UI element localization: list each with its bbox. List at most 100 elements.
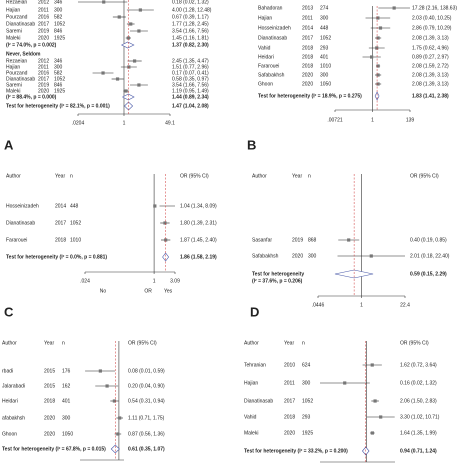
- study-year: 2012: [38, 0, 49, 5]
- study-n: 346: [54, 58, 63, 64]
- study-n: 1925: [302, 430, 313, 436]
- study-author: Heidari: [2, 398, 18, 404]
- mark-group: [162, 252, 169, 262]
- study-year: 2017: [302, 35, 313, 41]
- mark-group: [125, 36, 132, 40]
- panel-label: A: [4, 137, 14, 152]
- ci-text: 1.80 (1.39, 2.31): [180, 220, 217, 226]
- ci-text: 4.00 (1.28, 12.48): [172, 7, 212, 13]
- study-author: Ghoon: [258, 81, 273, 87]
- ci-text: 2.08 (1.39, 3.13): [412, 35, 449, 41]
- mark-group: [374, 82, 382, 86]
- study-author: Saremi: [6, 82, 22, 88]
- ci-text: 2.01 (0.18, 22.40): [410, 253, 450, 259]
- point-estimate: [343, 381, 347, 385]
- study-year: 2013: [302, 5, 313, 11]
- column-header: Author: [2, 340, 17, 346]
- point-estimate: [370, 55, 374, 59]
- study-author: Vahid: [258, 45, 271, 51]
- mark-group: [370, 26, 391, 30]
- study-n: 1010: [320, 63, 331, 69]
- study-year: 2014: [302, 25, 313, 31]
- study-author: Hajian: [6, 7, 20, 13]
- mark-group: [121, 93, 135, 101]
- ci-text: 1.86 (1.58, 2.19): [180, 254, 217, 260]
- point-estimate: [101, 71, 105, 75]
- summary-diamond: [162, 252, 169, 262]
- point-estimate: [129, 22, 133, 26]
- forest-panel: B .00721 1 139 Bahadoran 2013 274 17.28 (2.16, …: [247, 5, 457, 152]
- ci-text: 1.62 (0.72, 3.64): [400, 362, 437, 368]
- summary-diamond: [110, 444, 120, 454]
- study-n: 300: [62, 415, 71, 421]
- tick-label: 1: [371, 117, 374, 123]
- study-year: 2020: [44, 431, 55, 437]
- study-author: Fararouei: [6, 237, 27, 243]
- ci-text: 2.08 (1.39, 3.13): [412, 81, 449, 87]
- mark-group: [374, 91, 380, 101]
- column-header: OR (95% CI): [180, 173, 209, 179]
- study-author: Hosseinizadeh: [6, 203, 39, 209]
- mark-group: [95, 384, 119, 388]
- point-estimate: [376, 16, 380, 20]
- ci-text: 0.20 (0.04, 0.90): [128, 383, 165, 389]
- study-year: 2018: [44, 398, 55, 404]
- axis-caption: OR: [144, 288, 152, 294]
- ci-text: 2.06 (1.50, 2.83): [400, 398, 437, 404]
- study-author: Fararouei: [258, 63, 279, 69]
- study-n: 300: [308, 253, 317, 259]
- mark-group: [153, 204, 175, 208]
- study-n: 401: [320, 54, 329, 60]
- study-year: 2017: [55, 220, 66, 226]
- point-estimate: [392, 6, 396, 10]
- forest-panel: C Author Year n OR (95% CI) .024 1 3.09 No OR Yes H…: [4, 173, 217, 319]
- study-author: Hajian: [244, 380, 258, 386]
- point-estimate: [137, 29, 141, 33]
- panel-label: D: [250, 304, 259, 319]
- tick-label: 49.1: [165, 120, 175, 126]
- ci-text: 1.45 (1.16, 1.81): [172, 35, 209, 41]
- study-year: 2011: [302, 15, 313, 21]
- point-estimate: [117, 15, 121, 19]
- tick-label: 22.4: [400, 302, 410, 308]
- point-estimate: [376, 82, 380, 86]
- point-estimate: [163, 221, 167, 225]
- study-n: 868: [308, 237, 317, 243]
- study-author: afabakhsh: [2, 415, 25, 421]
- overall-label: Test for heterogeneity: [252, 271, 304, 277]
- tick-label: 3.09: [170, 278, 180, 284]
- study-n: 846: [54, 82, 63, 88]
- tick-label: 1: [360, 302, 363, 308]
- subgroup-heading: Never, Seldom: [6, 51, 41, 57]
- mark-group: [365, 16, 391, 20]
- mark-group: [126, 22, 135, 26]
- study-year: 2018: [284, 414, 295, 420]
- panel-label: C: [4, 304, 14, 319]
- tick-label: .0204: [72, 120, 85, 126]
- study-author: rbadi: [2, 368, 13, 374]
- mark-group: [320, 381, 370, 385]
- point-estimate: [98, 369, 102, 373]
- study-author: Vahid: [244, 414, 257, 420]
- study-author: Jalarabadi: [2, 383, 25, 389]
- mark-group: [110, 399, 119, 403]
- study-n: 274: [320, 5, 329, 11]
- study-author: (I² = 88.4%, p = 0.000): [6, 94, 57, 100]
- study-author: Dianatinasab: [244, 398, 273, 404]
- study-year: 2015: [44, 383, 55, 389]
- overall-label: Test for heterogeneity (I² = 33.2%, p = …: [244, 448, 348, 454]
- ci-text: 1.75 (0.62, 4.96): [412, 45, 449, 51]
- tick-label: .0446: [312, 302, 325, 308]
- ci-text: 1.44 (0.89, 2.34): [172, 94, 209, 100]
- study-n: 846: [54, 28, 63, 34]
- point-estimate: [102, 0, 106, 4]
- ci-text: 1.51 (0.77, 2.96): [172, 64, 209, 70]
- point-estimate: [347, 238, 351, 242]
- study-n: 448: [70, 203, 79, 209]
- mark-group: [362, 363, 382, 367]
- study-n: 1050: [320, 81, 331, 87]
- ci-text: 1.47 (1.04, 2.08): [172, 103, 209, 109]
- ci-text: 1.19 (0.95, 1.49): [172, 88, 209, 94]
- point-estimate: [105, 384, 109, 388]
- mark-group: [362, 55, 381, 59]
